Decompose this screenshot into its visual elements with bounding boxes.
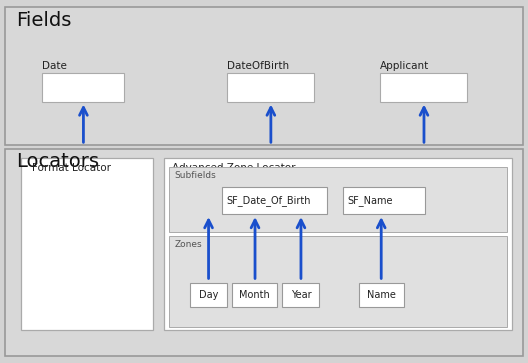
Text: Name: Name (367, 290, 396, 300)
Text: Fields: Fields (16, 11, 71, 30)
Text: Applicant: Applicant (380, 61, 429, 71)
Text: Advanced Zone Locator: Advanced Zone Locator (172, 163, 295, 174)
FancyBboxPatch shape (359, 283, 404, 307)
FancyBboxPatch shape (282, 283, 319, 307)
Text: SF_Name: SF_Name (347, 195, 393, 206)
FancyBboxPatch shape (232, 283, 277, 307)
FancyBboxPatch shape (169, 236, 507, 327)
Text: Locators: Locators (16, 152, 99, 171)
FancyBboxPatch shape (169, 167, 507, 232)
Text: Year: Year (290, 290, 312, 300)
FancyBboxPatch shape (190, 283, 227, 307)
Text: Subfields: Subfields (174, 171, 216, 180)
FancyBboxPatch shape (222, 187, 327, 214)
Text: DateOfBirth: DateOfBirth (227, 61, 289, 71)
FancyBboxPatch shape (21, 158, 153, 330)
FancyBboxPatch shape (42, 73, 124, 102)
FancyBboxPatch shape (164, 158, 512, 330)
FancyBboxPatch shape (5, 7, 523, 145)
Text: Format Locator: Format Locator (32, 163, 111, 174)
FancyBboxPatch shape (227, 73, 314, 102)
Text: Date: Date (42, 61, 67, 71)
Text: Zones: Zones (174, 240, 202, 249)
FancyBboxPatch shape (5, 149, 523, 356)
FancyBboxPatch shape (343, 187, 425, 214)
Text: Month: Month (239, 290, 270, 300)
FancyBboxPatch shape (380, 73, 467, 102)
Text: Day: Day (199, 290, 218, 300)
Text: SF_Date_Of_Birth: SF_Date_Of_Birth (226, 195, 310, 206)
